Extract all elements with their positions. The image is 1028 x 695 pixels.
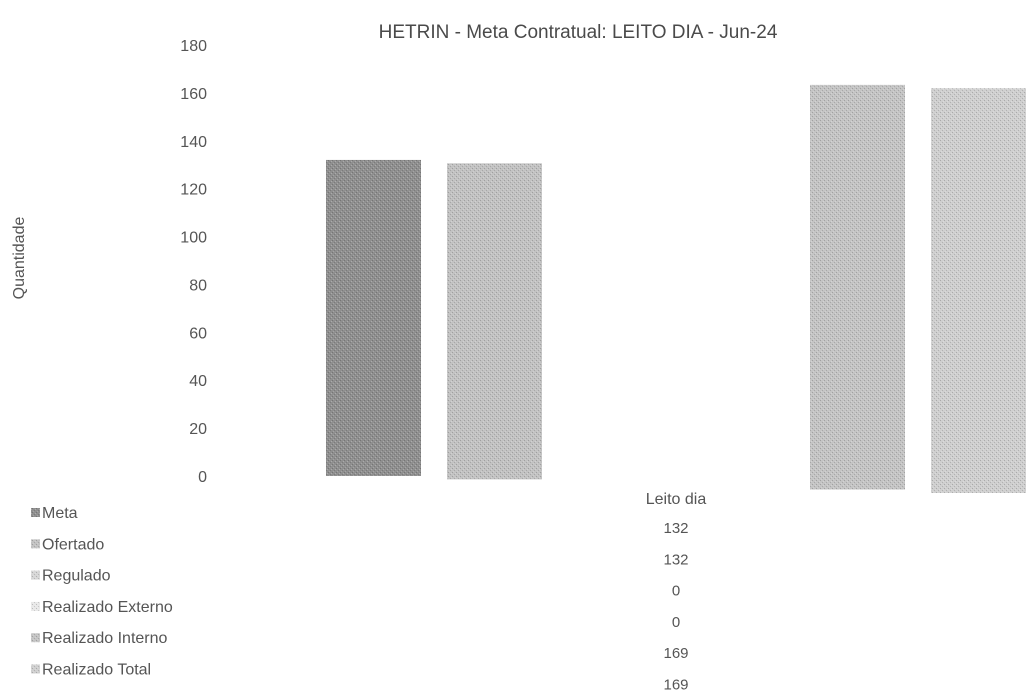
legend-label: Realizado Interno	[42, 630, 168, 647]
legend-item: Ofertado	[31, 536, 104, 553]
data-labels: 132 132 0 0 169 169	[663, 520, 688, 694]
bars	[326, 84, 1026, 493]
y-tick-label: 180	[180, 38, 207, 55]
legend-label: Realizado Externo	[42, 599, 173, 616]
bar-ofertado	[447, 163, 542, 480]
y-axis-ticks: 0 20 40 60 80 100 120 140 160 180	[180, 38, 207, 486]
y-tick-label: 20	[189, 421, 207, 438]
y-tick-label: 80	[189, 277, 207, 294]
bar-realizado-interno	[810, 84, 905, 490]
y-tick-label: 0	[198, 469, 207, 486]
y-tick-label: 160	[180, 86, 207, 103]
data-label: 0	[672, 583, 680, 600]
y-tick-label: 100	[180, 230, 207, 247]
y-tick-label: 140	[180, 134, 207, 151]
category-labels: Leito dia	[646, 491, 707, 508]
legend: Meta Ofertado Regulado Realizado Externo Rea…	[31, 505, 173, 679]
bar-meta	[326, 159, 421, 476]
chart-title: HETRIN - Meta Contratual: LEITO DIA - Ju…	[379, 22, 778, 43]
legend-item: Regulado	[31, 568, 111, 585]
y-tick-label: 120	[180, 182, 207, 199]
legend-item: Realizado Interno	[31, 630, 168, 647]
y-tick-label: 40	[189, 373, 207, 390]
y-axis-title: Quantidade	[11, 217, 28, 300]
legend-label: Realizado Total	[42, 662, 151, 679]
legend-label: Ofertado	[42, 536, 104, 553]
data-label: 169	[663, 645, 688, 662]
bar-realizado-total	[931, 88, 1026, 493]
legend-item: Realizado Total	[31, 662, 151, 679]
data-label: 0	[672, 614, 680, 631]
legend-item: Realizado Externo	[31, 599, 173, 616]
legend-label: Regulado	[42, 568, 111, 585]
data-label: 132	[663, 551, 688, 568]
legend-item: Meta	[31, 505, 78, 522]
legend-label: Meta	[42, 505, 78, 522]
data-label: 132	[663, 520, 688, 537]
category-label: Leito dia	[646, 491, 707, 508]
data-label: 169	[663, 677, 688, 694]
y-tick-label: 60	[189, 325, 207, 342]
